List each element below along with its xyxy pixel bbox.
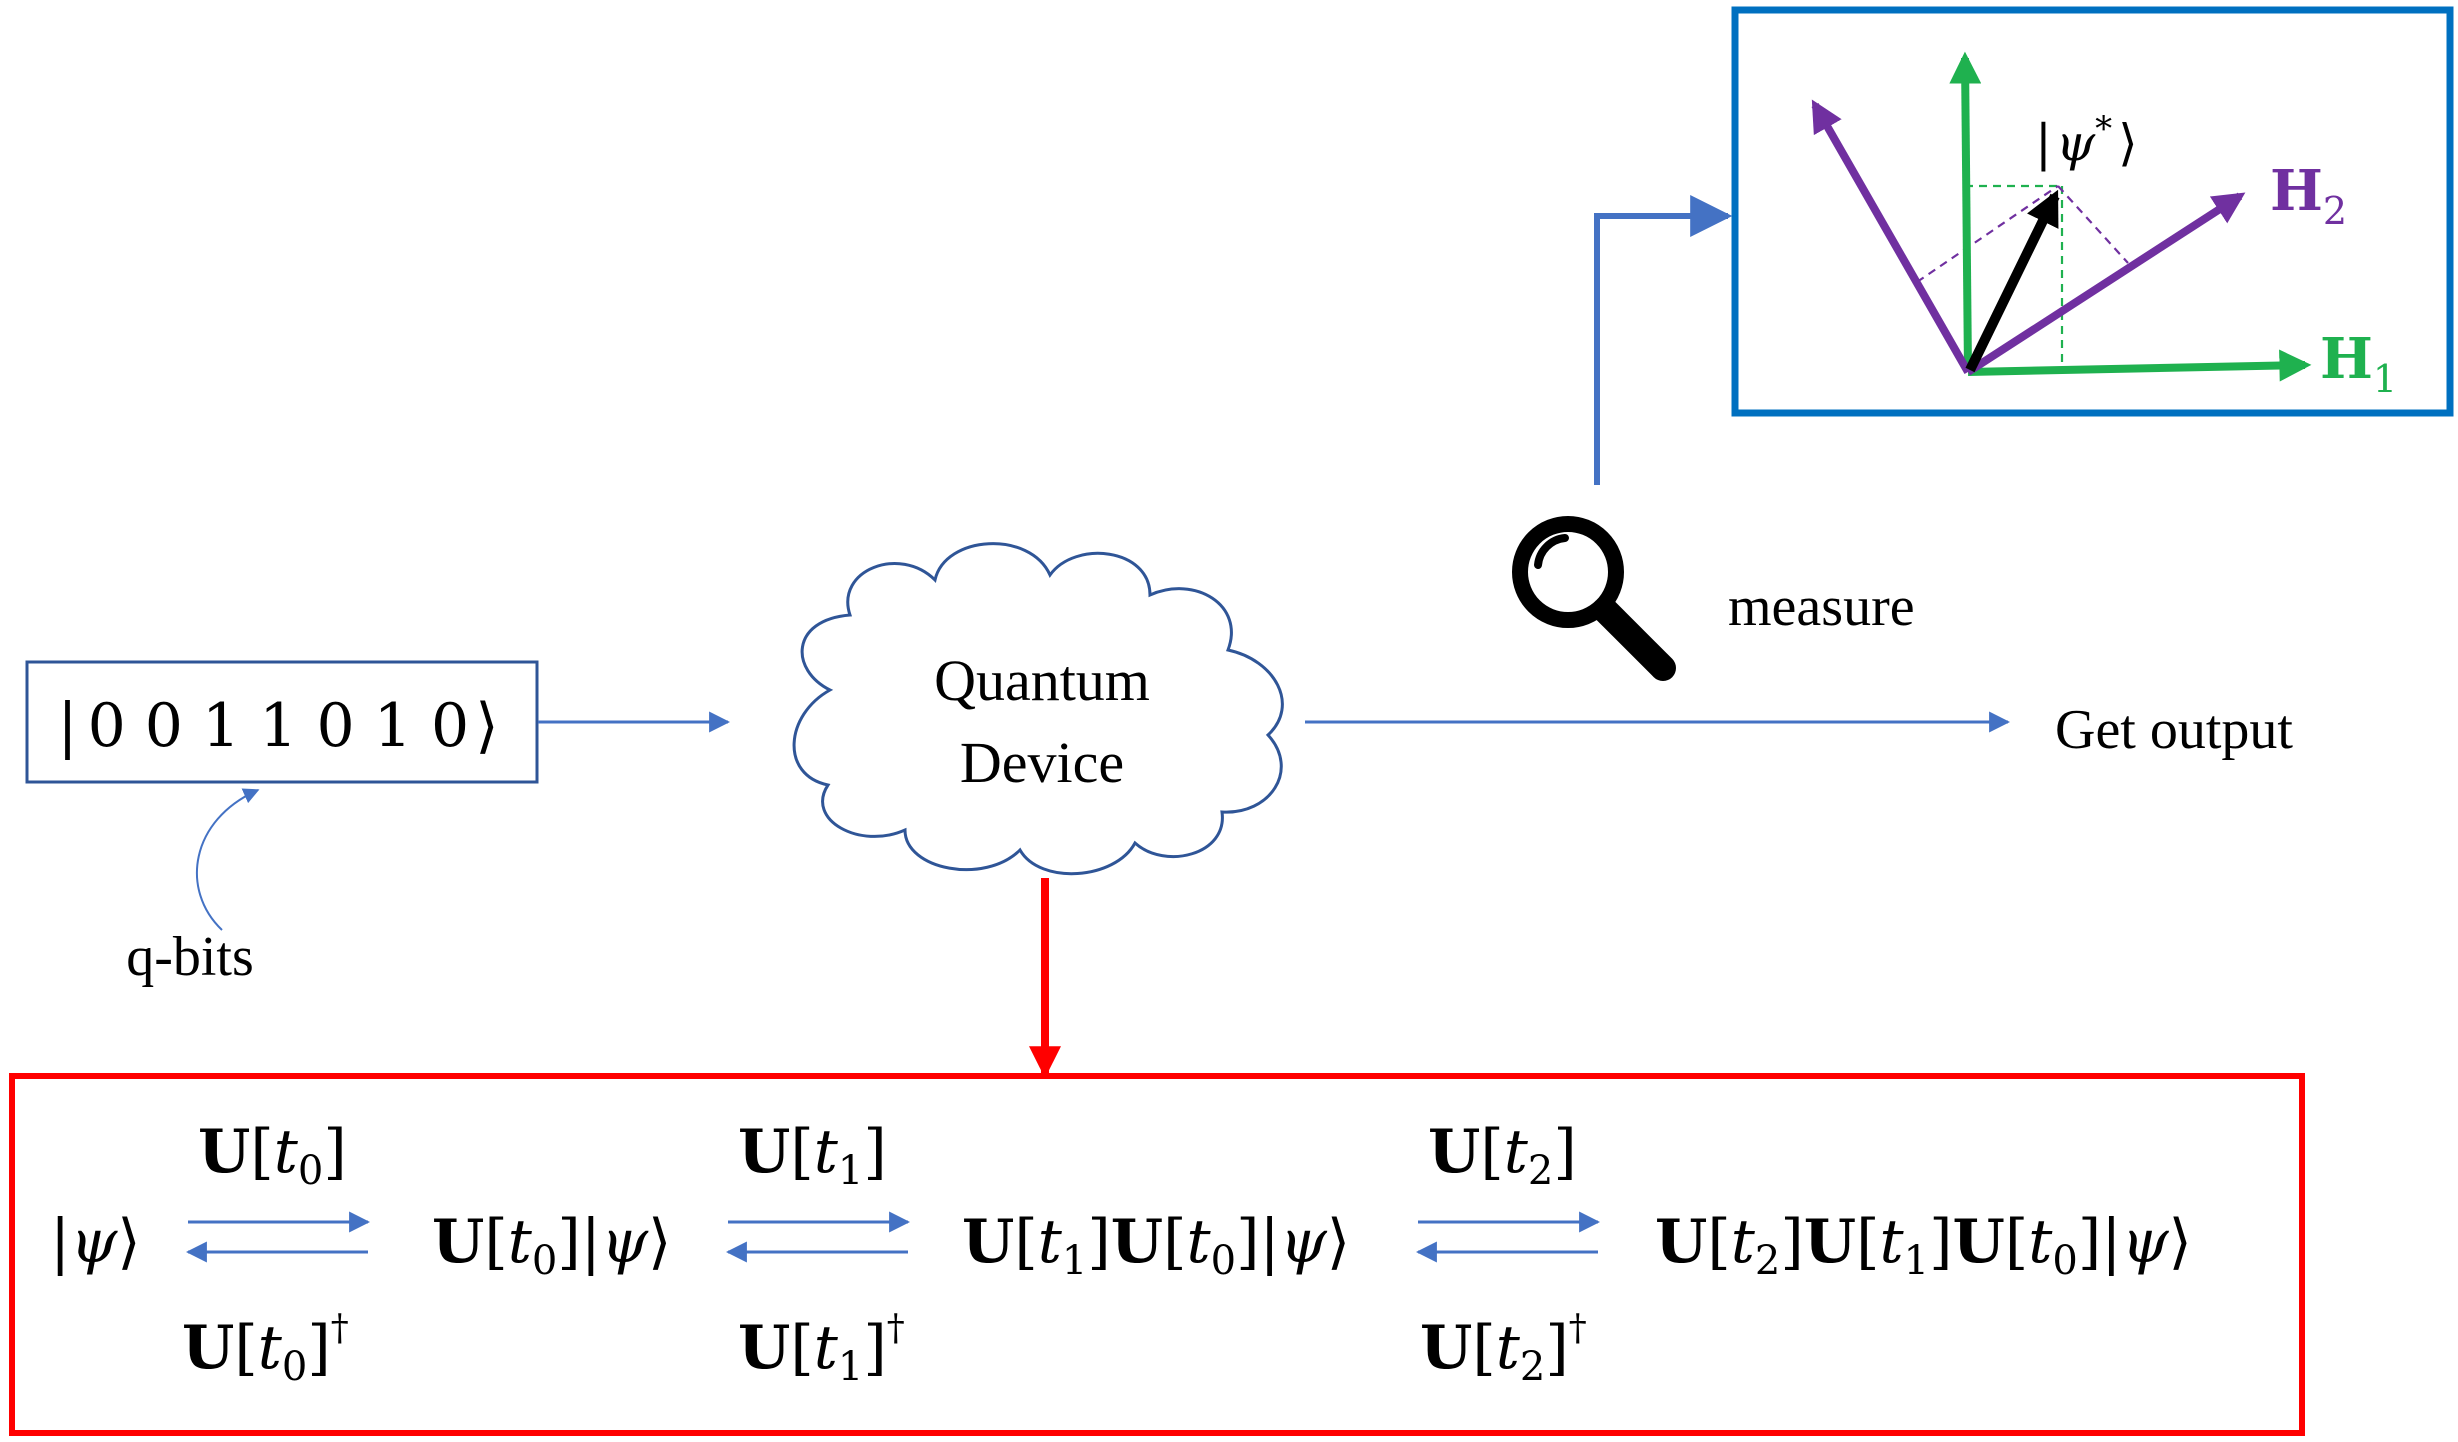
input-state-box (25, 660, 539, 784)
state-u1-u0-psi: U[t1]U[t0]|ψ⟩ (962, 1207, 1350, 1284)
device-label-line2: Device (960, 730, 1124, 795)
output-label: Get output (2055, 699, 2293, 761)
state-u2-u1-u0-psi: U[t2]U[t1]U[t0]|ψ⟩ (1655, 1207, 2192, 1284)
qbits-pointer (195, 788, 260, 931)
u-t0-label: U[t0] (198, 1117, 347, 1194)
evolution-panel: |ψ⟩ U[t0] U[t0]† U[t0]|ψ⟩ U[t1] U[t1]† U… (9, 1073, 2305, 1436)
h1-label: H1 (2320, 326, 2397, 401)
state-vector-inset: |ψ* ⟩ H2 H1 (1731, 6, 2454, 417)
h2-perp-axis (1811, 99, 1972, 374)
input-ket-text: | 0 0 1 1 0 1 0 ⟩ (57, 691, 498, 761)
u-t2-dagger-label: U[t2]† (1420, 1308, 1587, 1390)
h2-axis (1965, 192, 2246, 376)
h2-label: H2 (2270, 158, 2347, 233)
inset-frame (1731, 6, 2454, 417)
quantum-device: Quantum Device (792, 542, 1284, 876)
magnifier-icon (1512, 516, 1676, 681)
measure-label: measure (1728, 576, 1915, 638)
evolution-frame (9, 1073, 2305, 1436)
u-t1-dagger-label: U[t1]† (738, 1308, 905, 1390)
u-t2-label: U[t2] (1428, 1117, 1577, 1194)
qbits-label: q-bits (126, 926, 254, 988)
state-psi: |ψ⟩ (50, 1207, 141, 1277)
state-vector (1965, 189, 2060, 373)
state-label: |ψ* ⟩ (2035, 109, 2138, 172)
state-u0-psi: U[t0]|ψ⟩ (432, 1207, 671, 1284)
measure-to-inset-arrow (1594, 195, 1733, 485)
input-state: | 0 0 1 1 0 1 0 ⟩ (25, 660, 539, 784)
u-t1-label: U[t1] (738, 1117, 887, 1194)
u-t0-dagger-label: U[t0]† (182, 1308, 349, 1390)
h1-perp-axis (1949, 51, 1982, 373)
h1-axis (1967, 349, 2312, 382)
cloud-shape (792, 542, 1284, 876)
device-label-line1: Quantum (934, 648, 1150, 713)
